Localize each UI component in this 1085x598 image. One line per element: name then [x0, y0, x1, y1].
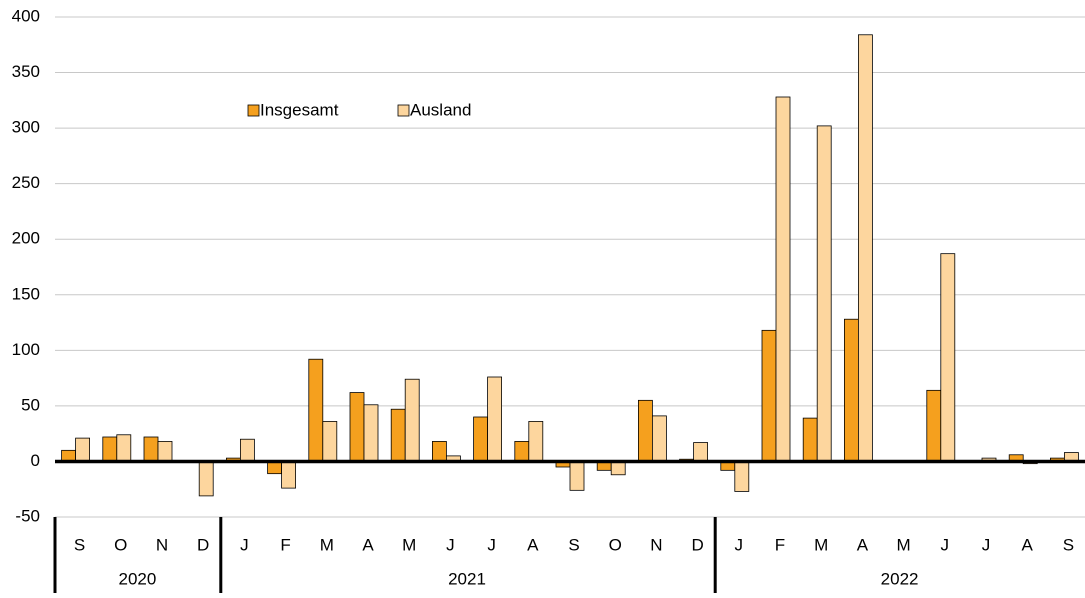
- y-tick-label: 0: [31, 451, 40, 470]
- bar: [802, 417, 818, 462]
- bar: [940, 253, 956, 462]
- bar: [198, 461, 214, 497]
- bar: [528, 421, 544, 462]
- bar: [363, 404, 379, 462]
- x-tick-label: A: [1022, 535, 1034, 554]
- x-tick-label: O: [609, 535, 622, 554]
- x-tick-label: S: [74, 535, 85, 554]
- x-tick-label: F: [775, 535, 785, 554]
- x-tick-label: D: [691, 535, 703, 554]
- x-tick-label: J: [240, 535, 249, 554]
- x-tick-label: D: [197, 535, 209, 554]
- bar: [652, 415, 667, 462]
- bar: [75, 437, 90, 462]
- bar: [693, 442, 708, 462]
- bar: [322, 421, 338, 462]
- legend-swatch: [397, 104, 410, 117]
- x-tick-label: J: [446, 535, 455, 554]
- x-tick-label: A: [362, 535, 374, 554]
- group-label: 2020: [118, 569, 156, 588]
- bar: [514, 441, 530, 462]
- legend-label: Ausland: [410, 100, 471, 119]
- x-tick-label: S: [568, 535, 579, 554]
- bar: [775, 96, 791, 462]
- x-tick-label: M: [320, 535, 334, 554]
- x-tick-label: F: [280, 535, 290, 554]
- bar: [844, 318, 859, 462]
- x-tick-label: M: [814, 535, 828, 554]
- y-tick-label: 250: [12, 173, 40, 192]
- bar: [349, 392, 365, 462]
- bar: [487, 376, 503, 462]
- x-tick-label: J: [982, 535, 991, 554]
- y-tick-label: 350: [12, 62, 40, 81]
- group-label: 2021: [448, 569, 486, 588]
- bar: [473, 416, 489, 462]
- bar: [157, 441, 173, 462]
- bar: [390, 408, 406, 462]
- legend-label: Insgesamt: [260, 100, 339, 119]
- y-tick-label: 100: [12, 340, 40, 359]
- bar: [638, 399, 653, 462]
- bar: [267, 461, 283, 475]
- x-tick-label: M: [897, 535, 911, 554]
- x-tick-label: M: [402, 535, 416, 554]
- bar: [116, 434, 132, 462]
- y-tick-label: 300: [12, 118, 40, 137]
- group-label: 2022: [881, 569, 919, 588]
- x-tick-label: A: [527, 535, 539, 554]
- x-tick-label: S: [1063, 535, 1074, 554]
- bar: [404, 378, 420, 462]
- x-tick-label: O: [114, 535, 127, 554]
- x-tick-label: N: [156, 535, 168, 554]
- bar: [308, 358, 324, 462]
- x-tick-label: J: [941, 535, 950, 554]
- bar: [734, 461, 750, 492]
- x-tick-label: N: [650, 535, 662, 554]
- y-tick-label: 50: [21, 395, 40, 414]
- y-tick-label: -50: [15, 506, 40, 525]
- bar: [102, 436, 118, 462]
- bar: [281, 461, 297, 489]
- bar: [816, 125, 832, 462]
- bar: [858, 34, 873, 462]
- bar: [926, 389, 942, 462]
- x-tick-label: J: [487, 535, 496, 554]
- bar: [431, 441, 447, 462]
- bar: [239, 438, 255, 462]
- y-tick-label: 150: [12, 284, 40, 303]
- x-tick-label: J: [735, 535, 744, 554]
- bar: [569, 461, 585, 491]
- y-tick-label: 200: [12, 229, 40, 248]
- bar: [143, 436, 159, 462]
- y-tick-label: 400: [12, 6, 40, 25]
- bar: [761, 329, 777, 462]
- legend-swatch: [247, 104, 260, 117]
- bar: [610, 461, 626, 476]
- x-tick-label: A: [857, 535, 869, 554]
